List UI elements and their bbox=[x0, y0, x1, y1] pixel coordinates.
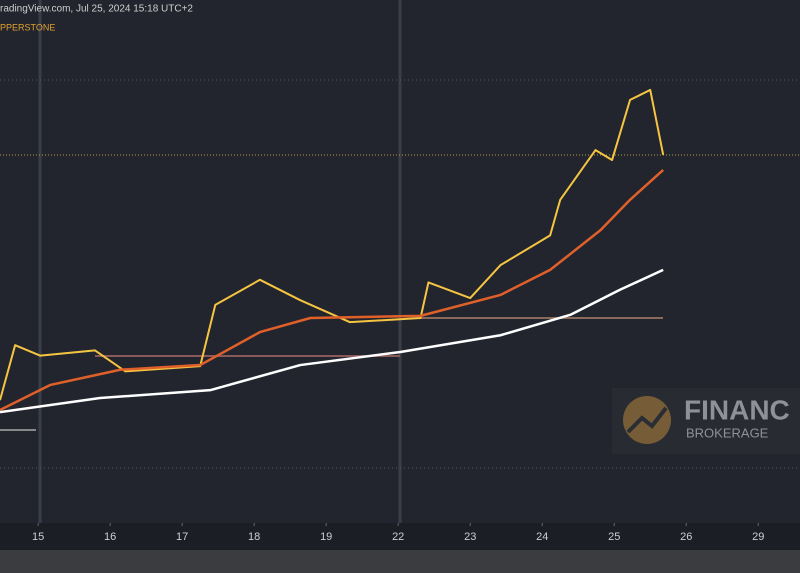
watermark-logo-arrow bbox=[626, 406, 668, 434]
x-tick-label: 15 bbox=[32, 531, 44, 543]
header-symbol: PPERSTONE bbox=[0, 22, 55, 32]
x-tick-label: 16 bbox=[104, 531, 116, 543]
series-line bbox=[0, 268, 664, 414]
axis-bg bbox=[0, 523, 800, 550]
x-tick-label: 22 bbox=[392, 531, 404, 543]
x-tick-label: 25 bbox=[608, 531, 620, 543]
footer-bg bbox=[0, 550, 800, 573]
x-tick-label: 19 bbox=[320, 531, 332, 543]
x-tick-label: 24 bbox=[536, 531, 548, 543]
header-source: radingView.com, Jul 25, 2024 15:18 UTC+2 bbox=[0, 4, 193, 15]
x-tick-label: 29 bbox=[752, 531, 764, 543]
series-line bbox=[0, 88, 665, 401]
x-tick-label: 26 bbox=[680, 531, 692, 543]
x-tick-label: 18 bbox=[248, 531, 260, 543]
watermark-tagline: BROKERAGE bbox=[686, 425, 769, 440]
series-line bbox=[0, 169, 665, 412]
watermark-name: FINANC bbox=[684, 394, 790, 425]
x-tick-label: 23 bbox=[464, 531, 476, 543]
x-tick-label: 17 bbox=[176, 531, 188, 543]
